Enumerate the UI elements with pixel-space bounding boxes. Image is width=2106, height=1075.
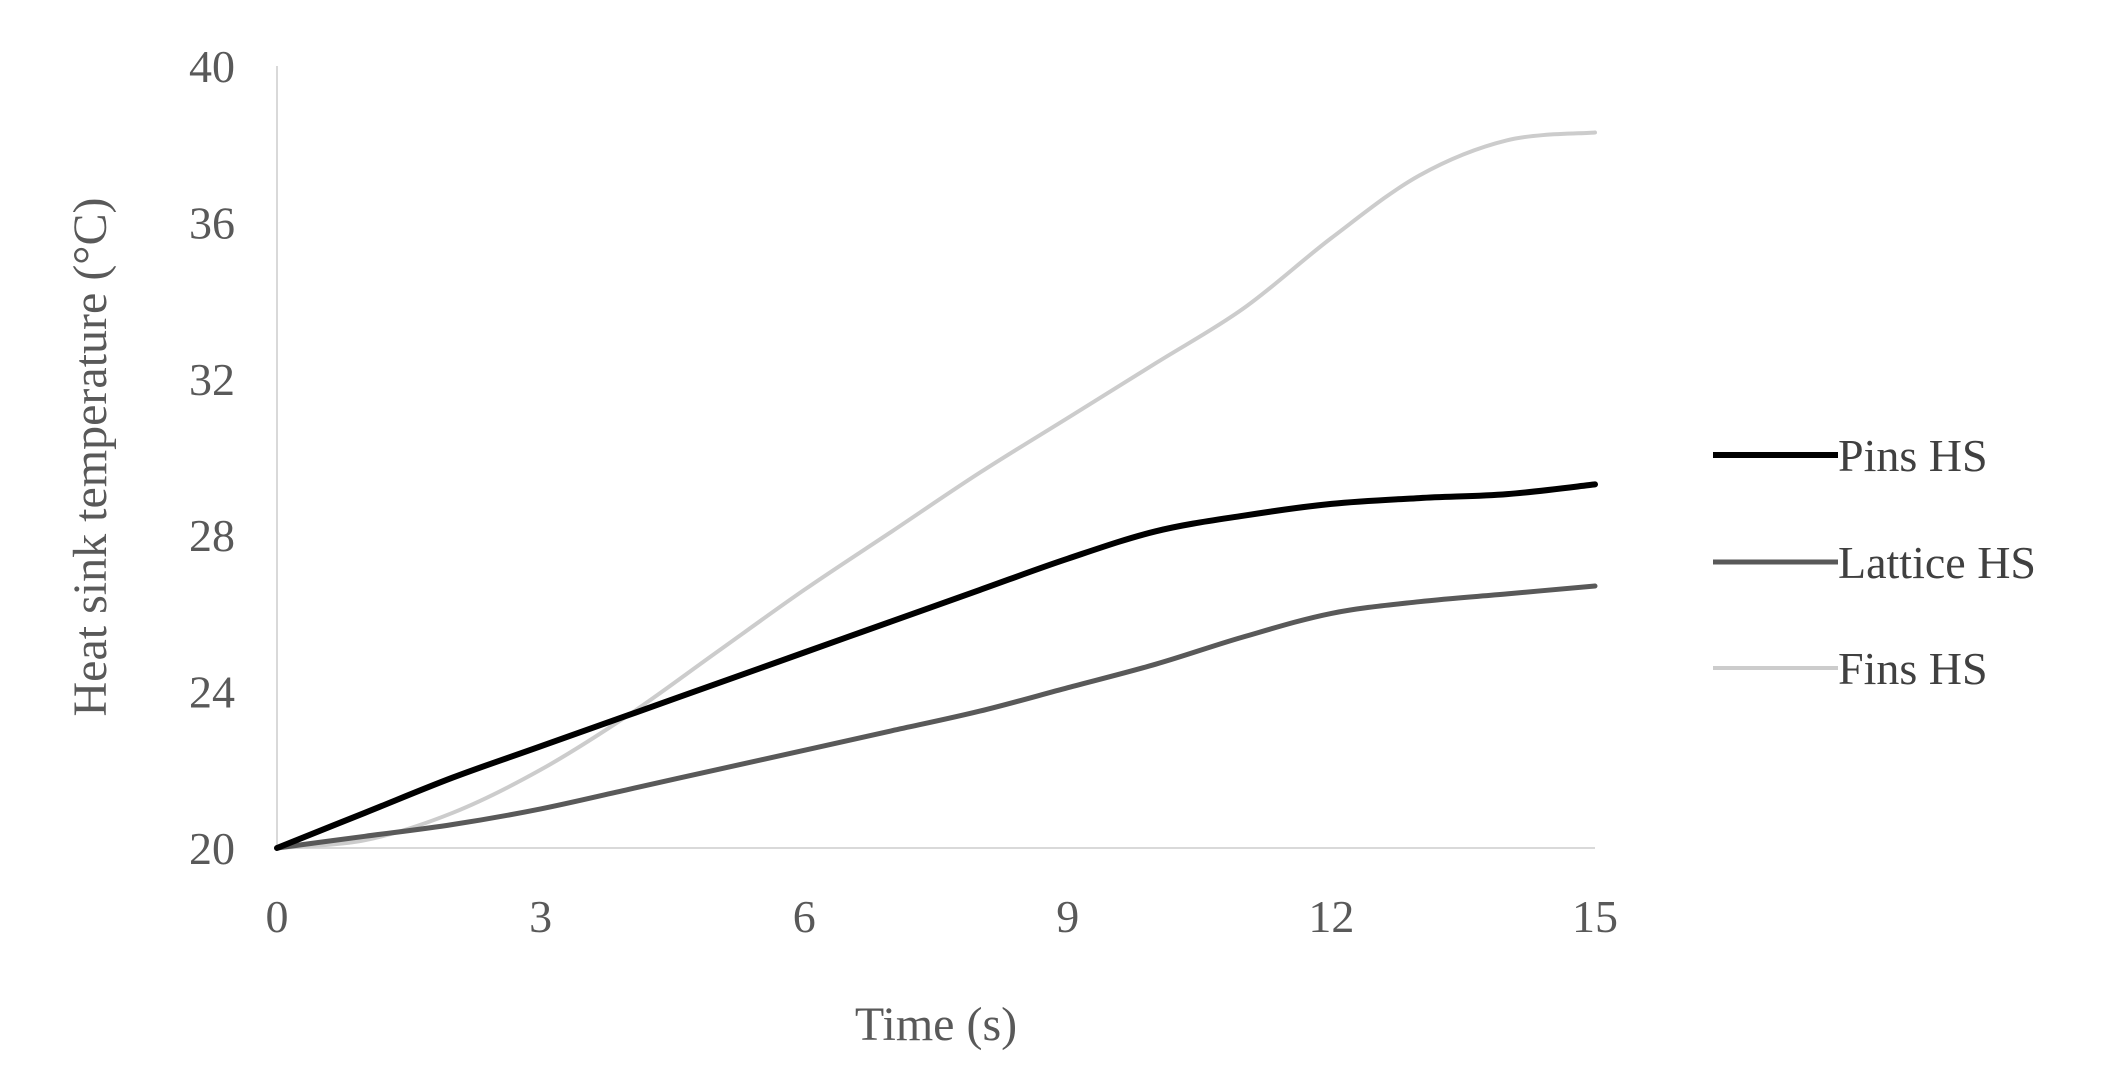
x-tick-label: 3 xyxy=(529,891,552,942)
plot-area xyxy=(276,66,1595,849)
legend-label-pins-hs: Pins HS xyxy=(1838,430,1988,481)
y-axis-ticks: 20 24 28 32 36 40 xyxy=(189,41,235,874)
legend-label-lattice-hs: Lattice HS xyxy=(1838,537,2036,588)
x-tick-label: 0 xyxy=(266,891,289,942)
legend: Pins HS Lattice HS Fins HS xyxy=(1713,430,2036,694)
y-tick-label: 36 xyxy=(189,197,235,248)
x-tick-label: 15 xyxy=(1572,891,1618,942)
y-tick-label: 32 xyxy=(189,354,235,405)
y-tick-label: 20 xyxy=(189,823,235,874)
x-tick-label: 9 xyxy=(1056,891,1079,942)
series-layer xyxy=(274,130,1598,851)
series-line-pins-hs xyxy=(274,481,1598,851)
y-tick-label: 28 xyxy=(189,510,235,561)
x-axis-title: Time (s) xyxy=(855,998,1017,1051)
x-axis-ticks: 0 3 6 9 12 15 xyxy=(266,891,1619,942)
legend-label-fins-hs: Fins HS xyxy=(1838,643,1988,694)
y-tick-label: 24 xyxy=(189,667,235,718)
series-line-fins-hs xyxy=(275,130,1597,850)
x-tick-label: 12 xyxy=(1308,891,1354,942)
x-tick-label: 6 xyxy=(793,891,816,942)
series-line-lattice-hs xyxy=(274,583,1598,851)
y-axis-title: Heat sink temperature (°C) xyxy=(64,198,117,717)
y-tick-label: 40 xyxy=(189,41,235,92)
